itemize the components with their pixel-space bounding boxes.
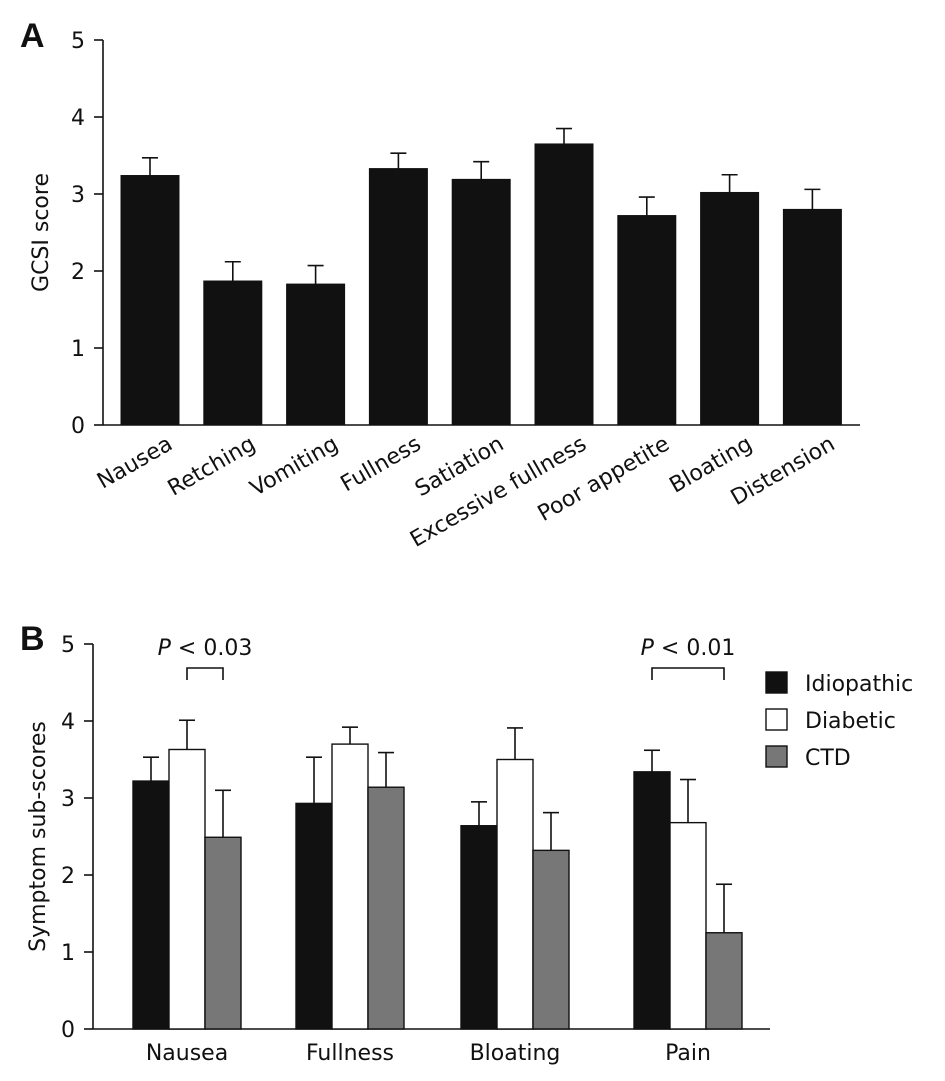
panel-b-x-tick-label: Nausea bbox=[146, 1041, 228, 1066]
panel-b-panel-letter: B bbox=[20, 620, 45, 658]
panel-b-bar bbox=[331, 743, 369, 1030]
significance-bracket bbox=[651, 667, 725, 680]
panel-a-y-tick-label: 5 bbox=[71, 29, 85, 54]
panel-b-bar bbox=[705, 932, 743, 1030]
panel-b-y-tick-label: 5 bbox=[61, 633, 75, 658]
panel-b-bar bbox=[532, 849, 570, 1030]
panel-b-y-tick-label: 1 bbox=[61, 941, 75, 966]
panel-b-bar bbox=[204, 836, 242, 1030]
panel-b-bar bbox=[367, 786, 405, 1030]
significance-bracket bbox=[186, 667, 224, 680]
panel-b-y-tick-label: 0 bbox=[61, 1018, 75, 1043]
panel-a-bar bbox=[368, 168, 428, 426]
panel-a-bar bbox=[286, 283, 346, 426]
panel-a-bar bbox=[700, 191, 760, 426]
legend-label: Diabetic bbox=[805, 709, 896, 734]
panel-b-bar bbox=[496, 758, 534, 1030]
panel-b-bar bbox=[168, 748, 206, 1030]
panel-b: B 0 1 2 3 4 5 Symptom sub-scores Nausea Fullness B… bbox=[20, 620, 913, 1066]
panel-a-x-tick-label: Fullness bbox=[337, 432, 426, 498]
panel-a-y-tick-label: 2 bbox=[71, 260, 85, 285]
panel-b-bar bbox=[295, 802, 333, 1030]
panel-b-bar bbox=[460, 825, 498, 1030]
significance-value: < 0.01 bbox=[654, 636, 735, 661]
panel-b-x-tick-label: Bloating bbox=[470, 1041, 561, 1066]
panel-b-y-tick-label: 2 bbox=[61, 864, 75, 889]
panel-b-x-tick-label: Fullness bbox=[306, 1041, 394, 1066]
significance-value: < 0.03 bbox=[171, 636, 252, 661]
panel-a: A 0 1 2 3 4 5 GCSI score NauseaRetchingVomitingF… bbox=[20, 17, 860, 553]
legend-label: Idiopathic bbox=[805, 672, 913, 697]
legend-label: CTD bbox=[805, 746, 851, 771]
panel-b-y-tick-label: 4 bbox=[61, 710, 75, 735]
panel-a-bar bbox=[120, 175, 180, 426]
panel-a-y-tick-label: 0 bbox=[71, 414, 85, 439]
panel-a-x-tick-label: Nausea bbox=[93, 432, 177, 495]
significance-label: P < 0.01 bbox=[641, 636, 736, 661]
panel-b-x-tick-label: Pain bbox=[665, 1041, 711, 1066]
panel-b-bar bbox=[132, 780, 170, 1030]
panel-b-bar bbox=[633, 771, 671, 1030]
legend-swatch bbox=[765, 708, 788, 731]
significance-label: P < 0.03 bbox=[158, 636, 253, 661]
panel-a-y-axis-label: GCSI score bbox=[29, 173, 54, 292]
panel-a-x-tick-label: Retching bbox=[164, 432, 260, 502]
panel-a-panel-letter: A bbox=[20, 17, 45, 55]
panel-a-bar bbox=[617, 215, 677, 426]
legend-swatch bbox=[765, 671, 788, 694]
panel-a-bar bbox=[534, 143, 594, 426]
panel-a-x-tick-label: Vomiting bbox=[246, 432, 343, 502]
panel-a-y-tick-label: 1 bbox=[71, 337, 85, 362]
panel-a-y-tick-label: 3 bbox=[71, 183, 85, 208]
panel-a-y-tick-label: 4 bbox=[71, 106, 85, 131]
significance-p-symbol: P bbox=[641, 636, 655, 661]
panel-a-bar bbox=[782, 208, 842, 426]
panel-a-bar bbox=[451, 178, 511, 426]
legend-swatch bbox=[765, 745, 788, 768]
panel-a-bar bbox=[203, 280, 263, 426]
panel-b-y-axis-label: Symptom sub-scores bbox=[26, 721, 51, 952]
significance-p-symbol: P bbox=[158, 636, 172, 661]
panel-b-y-tick-label: 3 bbox=[61, 787, 75, 812]
panel-b-bar bbox=[669, 821, 707, 1030]
